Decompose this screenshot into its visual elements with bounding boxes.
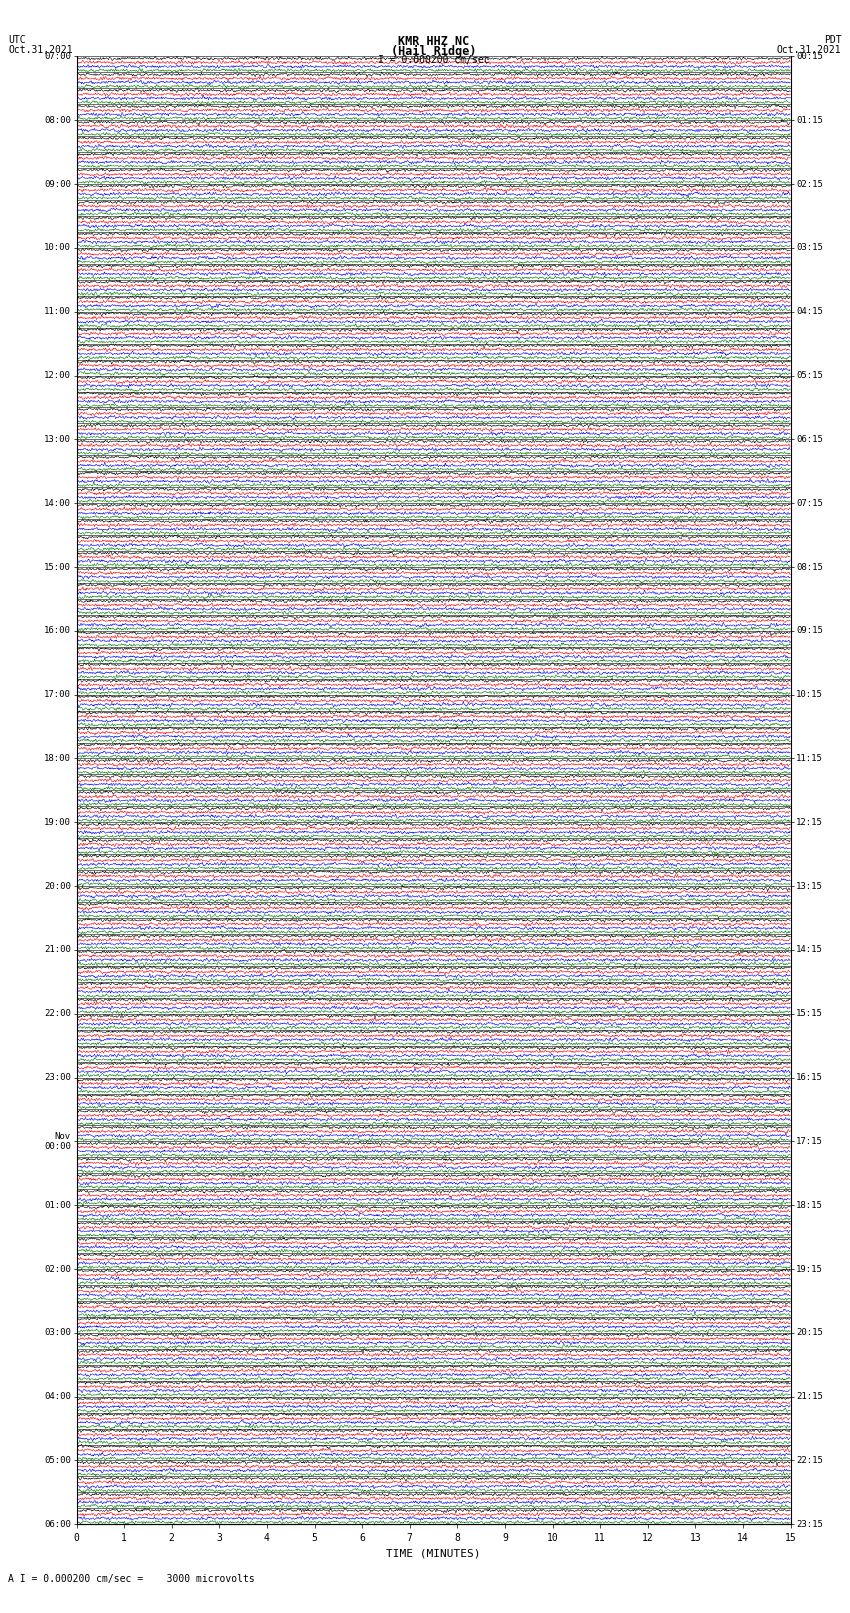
Text: UTC: UTC (8, 35, 26, 45)
Text: KMR HHZ NC: KMR HHZ NC (398, 35, 469, 48)
Text: I = 0.000200 cm/sec: I = 0.000200 cm/sec (377, 55, 490, 65)
Text: Oct.31,2021: Oct.31,2021 (8, 45, 73, 55)
X-axis label: TIME (MINUTES): TIME (MINUTES) (386, 1548, 481, 1558)
Text: (Hail Ridge): (Hail Ridge) (391, 45, 476, 58)
Text: Oct.31,2021: Oct.31,2021 (777, 45, 842, 55)
Text: PDT: PDT (824, 35, 842, 45)
Text: A I = 0.000200 cm/sec =    3000 microvolts: A I = 0.000200 cm/sec = 3000 microvolts (8, 1574, 255, 1584)
